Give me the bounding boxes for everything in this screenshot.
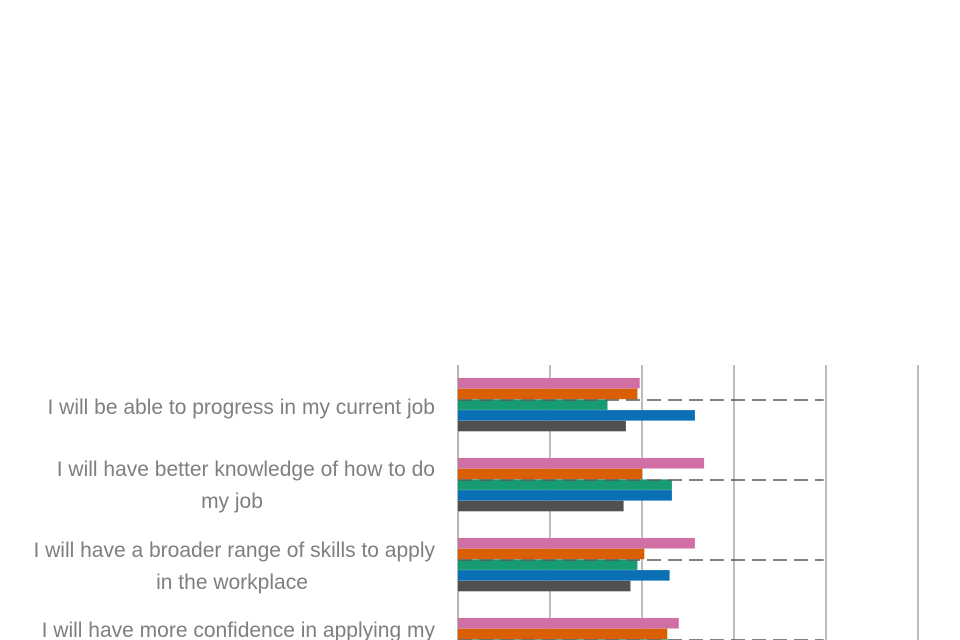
bar (458, 548, 645, 560)
category-labels: I will be able to progress in my current… (33, 396, 435, 640)
bar (458, 399, 608, 410)
category-label: I will have more confidence in applying … (42, 619, 436, 640)
category-label: in the workplace (156, 571, 308, 594)
bar (458, 420, 626, 432)
bar (458, 468, 642, 480)
bar (458, 580, 631, 592)
bar (458, 570, 670, 581)
bar (458, 458, 705, 469)
bar (458, 479, 672, 490)
category-label: my job (201, 490, 263, 513)
bar (458, 378, 640, 389)
bars (458, 378, 705, 640)
bar (458, 559, 638, 570)
category-label: I will have better knowledge of how to d… (57, 458, 435, 481)
bar (458, 628, 668, 640)
bar (458, 538, 695, 549)
bar (458, 490, 672, 501)
category-label: I will have a broader range of skills to… (33, 539, 435, 562)
bar (458, 388, 638, 400)
bar (458, 618, 679, 629)
bar (458, 500, 624, 512)
reference-lines (458, 399, 824, 640)
bar (458, 410, 695, 421)
category-label: I will be able to progress in my current… (47, 396, 435, 419)
